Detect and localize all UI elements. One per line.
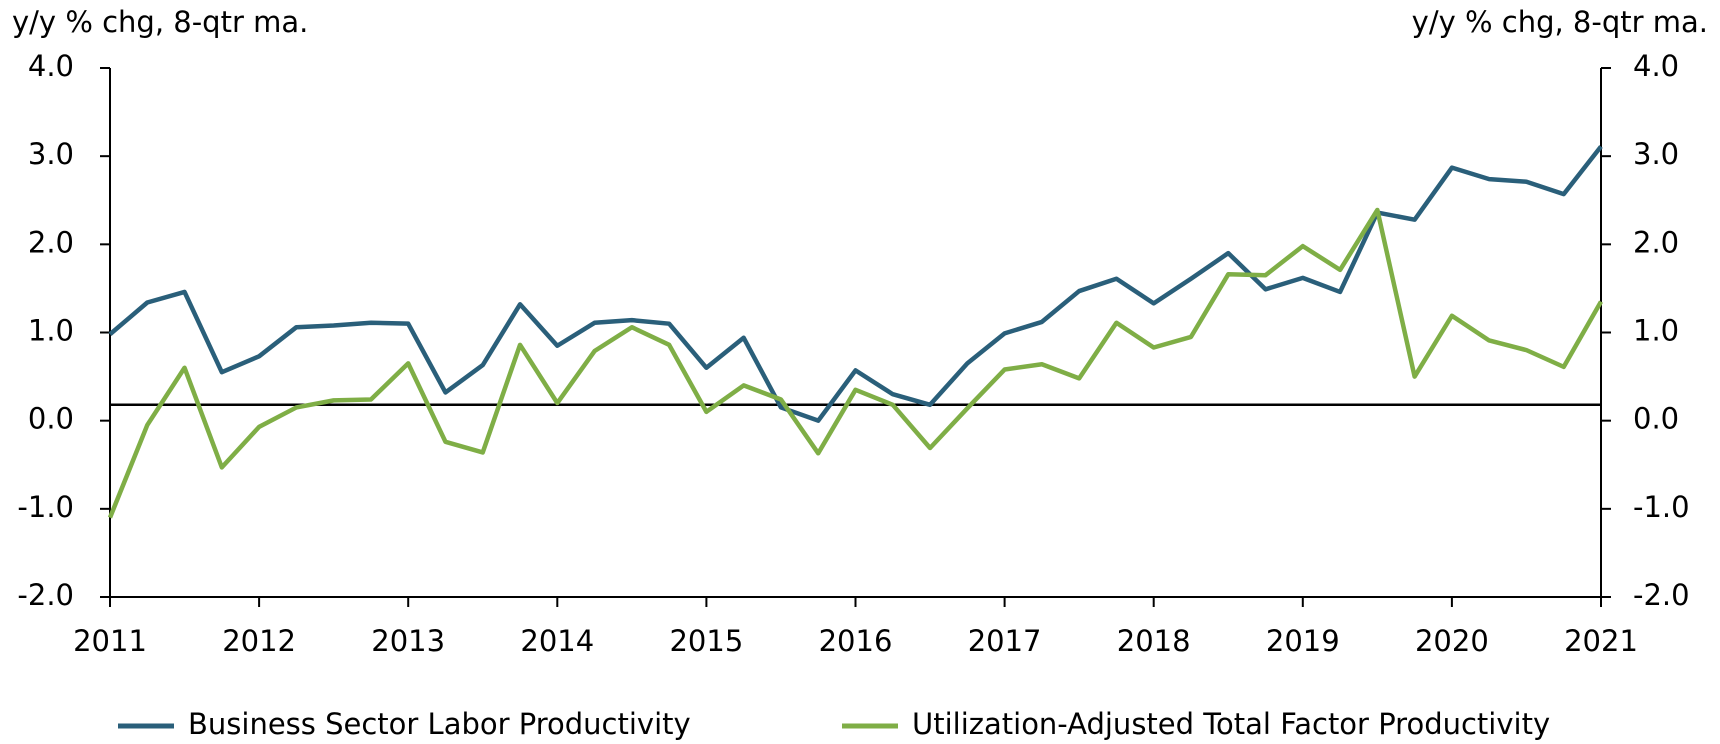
x-tick-label: 2014 (520, 624, 594, 658)
x-tick-label: 2017 (968, 624, 1042, 658)
y2-tick-label: 2.0 (1633, 225, 1679, 259)
x-tick-label: 2021 (1564, 624, 1638, 658)
x-tick-label: 2015 (669, 624, 743, 658)
x-tick-label: 2018 (1117, 624, 1191, 658)
x-tick-label: 2016 (819, 624, 893, 658)
y-axis-label: y/y % chg, 8-qtr ma. (12, 5, 308, 39)
y2-tick-label: 3.0 (1633, 137, 1679, 171)
y2-tick-label: 0.0 (1633, 402, 1679, 436)
x-tick-label: 2019 (1266, 624, 1340, 658)
y2-tick-label: 1.0 (1633, 314, 1679, 348)
legend-label: Utilization-Adjusted Total Factor Produc… (912, 707, 1550, 741)
x-tick-label: 2012 (222, 624, 296, 658)
y-tick-label: 1.0 (28, 314, 74, 348)
y-tick-label: -1.0 (17, 490, 74, 524)
series-line (108, 145, 1603, 423)
y-tick-label: 4.0 (28, 49, 74, 83)
x-tick-label: 2020 (1415, 624, 1489, 658)
legend-label: Business Sector Labor Productivity (188, 707, 691, 741)
y-tick-label: 0.0 (28, 402, 74, 436)
x-tick-label: 2011 (73, 624, 147, 658)
y2-axis-label: y/y % chg, 8-qtr ma. (1412, 5, 1708, 39)
series-line (107, 207, 1603, 519)
y2-tick-label: -1.0 (1633, 490, 1690, 524)
y2-tick-label: 4.0 (1633, 49, 1679, 83)
x-tick-label: 2013 (371, 624, 445, 658)
y-tick-label: 2.0 (28, 225, 74, 259)
y2-tick-label: -2.0 (1633, 578, 1690, 612)
y-tick-label: 3.0 (28, 137, 74, 171)
y-tick-label: -2.0 (17, 578, 74, 612)
